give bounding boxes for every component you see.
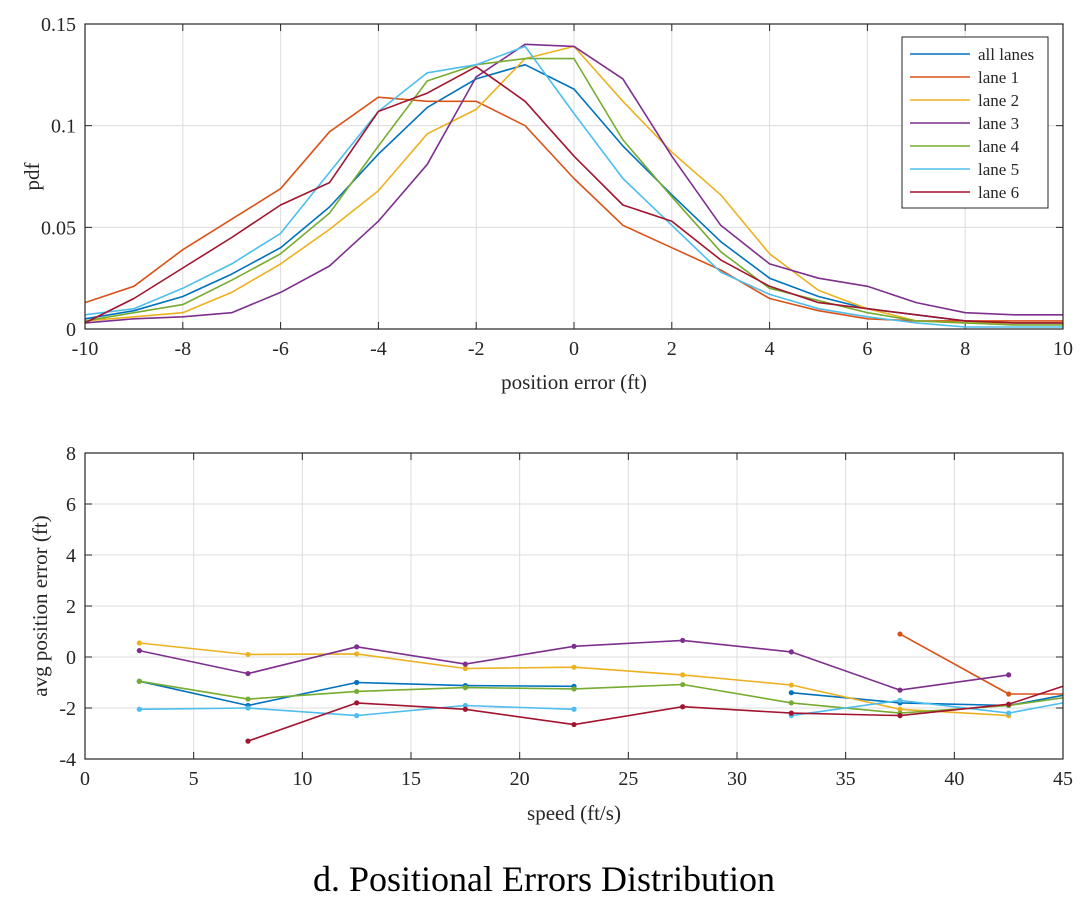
x-tick-label: 6: [862, 338, 872, 360]
data-point: [897, 713, 903, 719]
data-point: [245, 738, 251, 744]
data-point: [245, 670, 251, 677]
y-tick-label: -4: [59, 749, 76, 771]
pdf-plot: -10 -8 -6 -4 -2 0 2 4 6 8 10 0 0.05 0.1 0.15 position e…: [20, 14, 1073, 394]
x-tick-label: -8: [174, 338, 191, 360]
legend-entry: lane 1: [978, 68, 1019, 87]
legend-entry: lane 6: [978, 183, 1019, 202]
x-tick-label: -4: [370, 338, 387, 360]
series-line-lane-6: [84, 65, 1063, 324]
data-point: [571, 721, 577, 728]
series-line-lane-3: [84, 43, 1063, 324]
data-point: [354, 688, 360, 695]
data-point: [245, 651, 251, 658]
data-point: [788, 649, 794, 655]
y-tick-label: 0: [66, 647, 76, 669]
series-line-lane-5: [84, 45, 1063, 328]
figure-caption: d. Positional Errors Distribution: [313, 859, 775, 899]
data-point: [571, 706, 577, 712]
data-point: [1006, 701, 1012, 707]
data-point: [680, 704, 686, 710]
legend-entry: lane 2: [978, 91, 1019, 110]
data-point: [897, 631, 903, 637]
legend-entry: lane 3: [978, 114, 1019, 133]
x-tick-label: 5: [189, 768, 199, 790]
data-point: [897, 706, 903, 712]
x-tick-label: -10: [72, 338, 99, 360]
x-tick-label: 45: [1053, 768, 1073, 790]
data-point: [462, 661, 468, 667]
data-point: [245, 705, 251, 711]
y-tick-label: 4: [66, 545, 76, 567]
legend-entry: lane 4: [978, 137, 1020, 156]
x-tick-label: 10: [1053, 338, 1073, 360]
data-point: [1006, 710, 1012, 716]
x-tick-label: 8: [960, 338, 970, 360]
data-point: [571, 643, 577, 649]
figure: -10 -8 -6 -4 -2 0 2 4 6 8 10 0 0.05 0.1 0.15 position e…: [20, 14, 1073, 825]
series-line-lane-4: [84, 57, 1063, 326]
y-tick-label: 0: [66, 319, 76, 341]
y-tick-label: 0.15: [41, 14, 76, 36]
avg-error-plot: 0 5 10 15 20 25 30 35 40 45 -4 -2 0 2 4 6 8 speed (ft/s) a…: [28, 443, 1073, 825]
y-tick-label: 6: [66, 494, 76, 516]
data-point: [462, 665, 468, 672]
y-axis-label: avg position error (ft): [28, 515, 52, 696]
data-point: [788, 710, 794, 716]
y-tick-label: 2: [66, 596, 76, 618]
x-tick-label: 20: [510, 768, 530, 790]
data-point: [136, 706, 142, 712]
y-tick-label: 0.05: [41, 217, 76, 239]
x-tick-label: -2: [468, 338, 485, 360]
data-point: [136, 640, 142, 646]
y-tick-label: -2: [59, 698, 76, 720]
x-tick-label: 35: [836, 768, 856, 790]
data-point: [680, 681, 686, 688]
data-point: [1006, 691, 1012, 697]
data-point: [680, 637, 686, 644]
legend-entry: all lanes: [978, 45, 1034, 64]
legend: all lanes lane 1 lane 2 lane 3 lane 4 lane 5 l…: [901, 36, 1049, 209]
data-point: [788, 690, 794, 696]
x-tick-label: 40: [944, 768, 964, 790]
data-point: [354, 679, 360, 686]
data-point: [897, 687, 903, 693]
x-tick-label: 15: [401, 768, 421, 790]
y-tick-label: 8: [66, 443, 76, 465]
data-point: [354, 700, 360, 706]
x-tick-label: 30: [727, 768, 747, 790]
legend-entry: lane 5: [978, 160, 1019, 179]
data-point: [680, 672, 686, 678]
data-point: [462, 706, 468, 712]
x-tick-label: 25: [618, 768, 638, 790]
data-point: [897, 697, 903, 703]
data-point: [245, 696, 251, 702]
data-point: [571, 686, 577, 692]
data-point: [571, 664, 577, 670]
data-point: [1006, 672, 1012, 678]
data-point: [354, 713, 360, 719]
data-point: [136, 678, 142, 684]
y-axis-label: pdf: [20, 163, 44, 191]
x-tick-label: 4: [765, 338, 775, 360]
data-point: [788, 700, 794, 706]
plot-frame: [84, 452, 1064, 760]
x-tick-label: 0: [569, 338, 579, 360]
x-axis-label: position error (ft): [501, 370, 647, 394]
x-tick-label: 2: [667, 338, 677, 360]
x-axis-label: speed (ft/s): [527, 801, 621, 825]
x-tick-label: 0: [80, 768, 90, 790]
plot-frame: [84, 23, 1064, 330]
data-point: [788, 682, 794, 688]
x-tick-label: -6: [272, 338, 289, 360]
y-tick-label: 0.1: [51, 116, 76, 138]
data-point: [462, 685, 468, 691]
data-point: [354, 644, 360, 650]
data-point: [462, 702, 468, 709]
x-tick-label: 10: [292, 768, 312, 790]
data-point: [136, 648, 142, 654]
data-point: [354, 651, 360, 657]
